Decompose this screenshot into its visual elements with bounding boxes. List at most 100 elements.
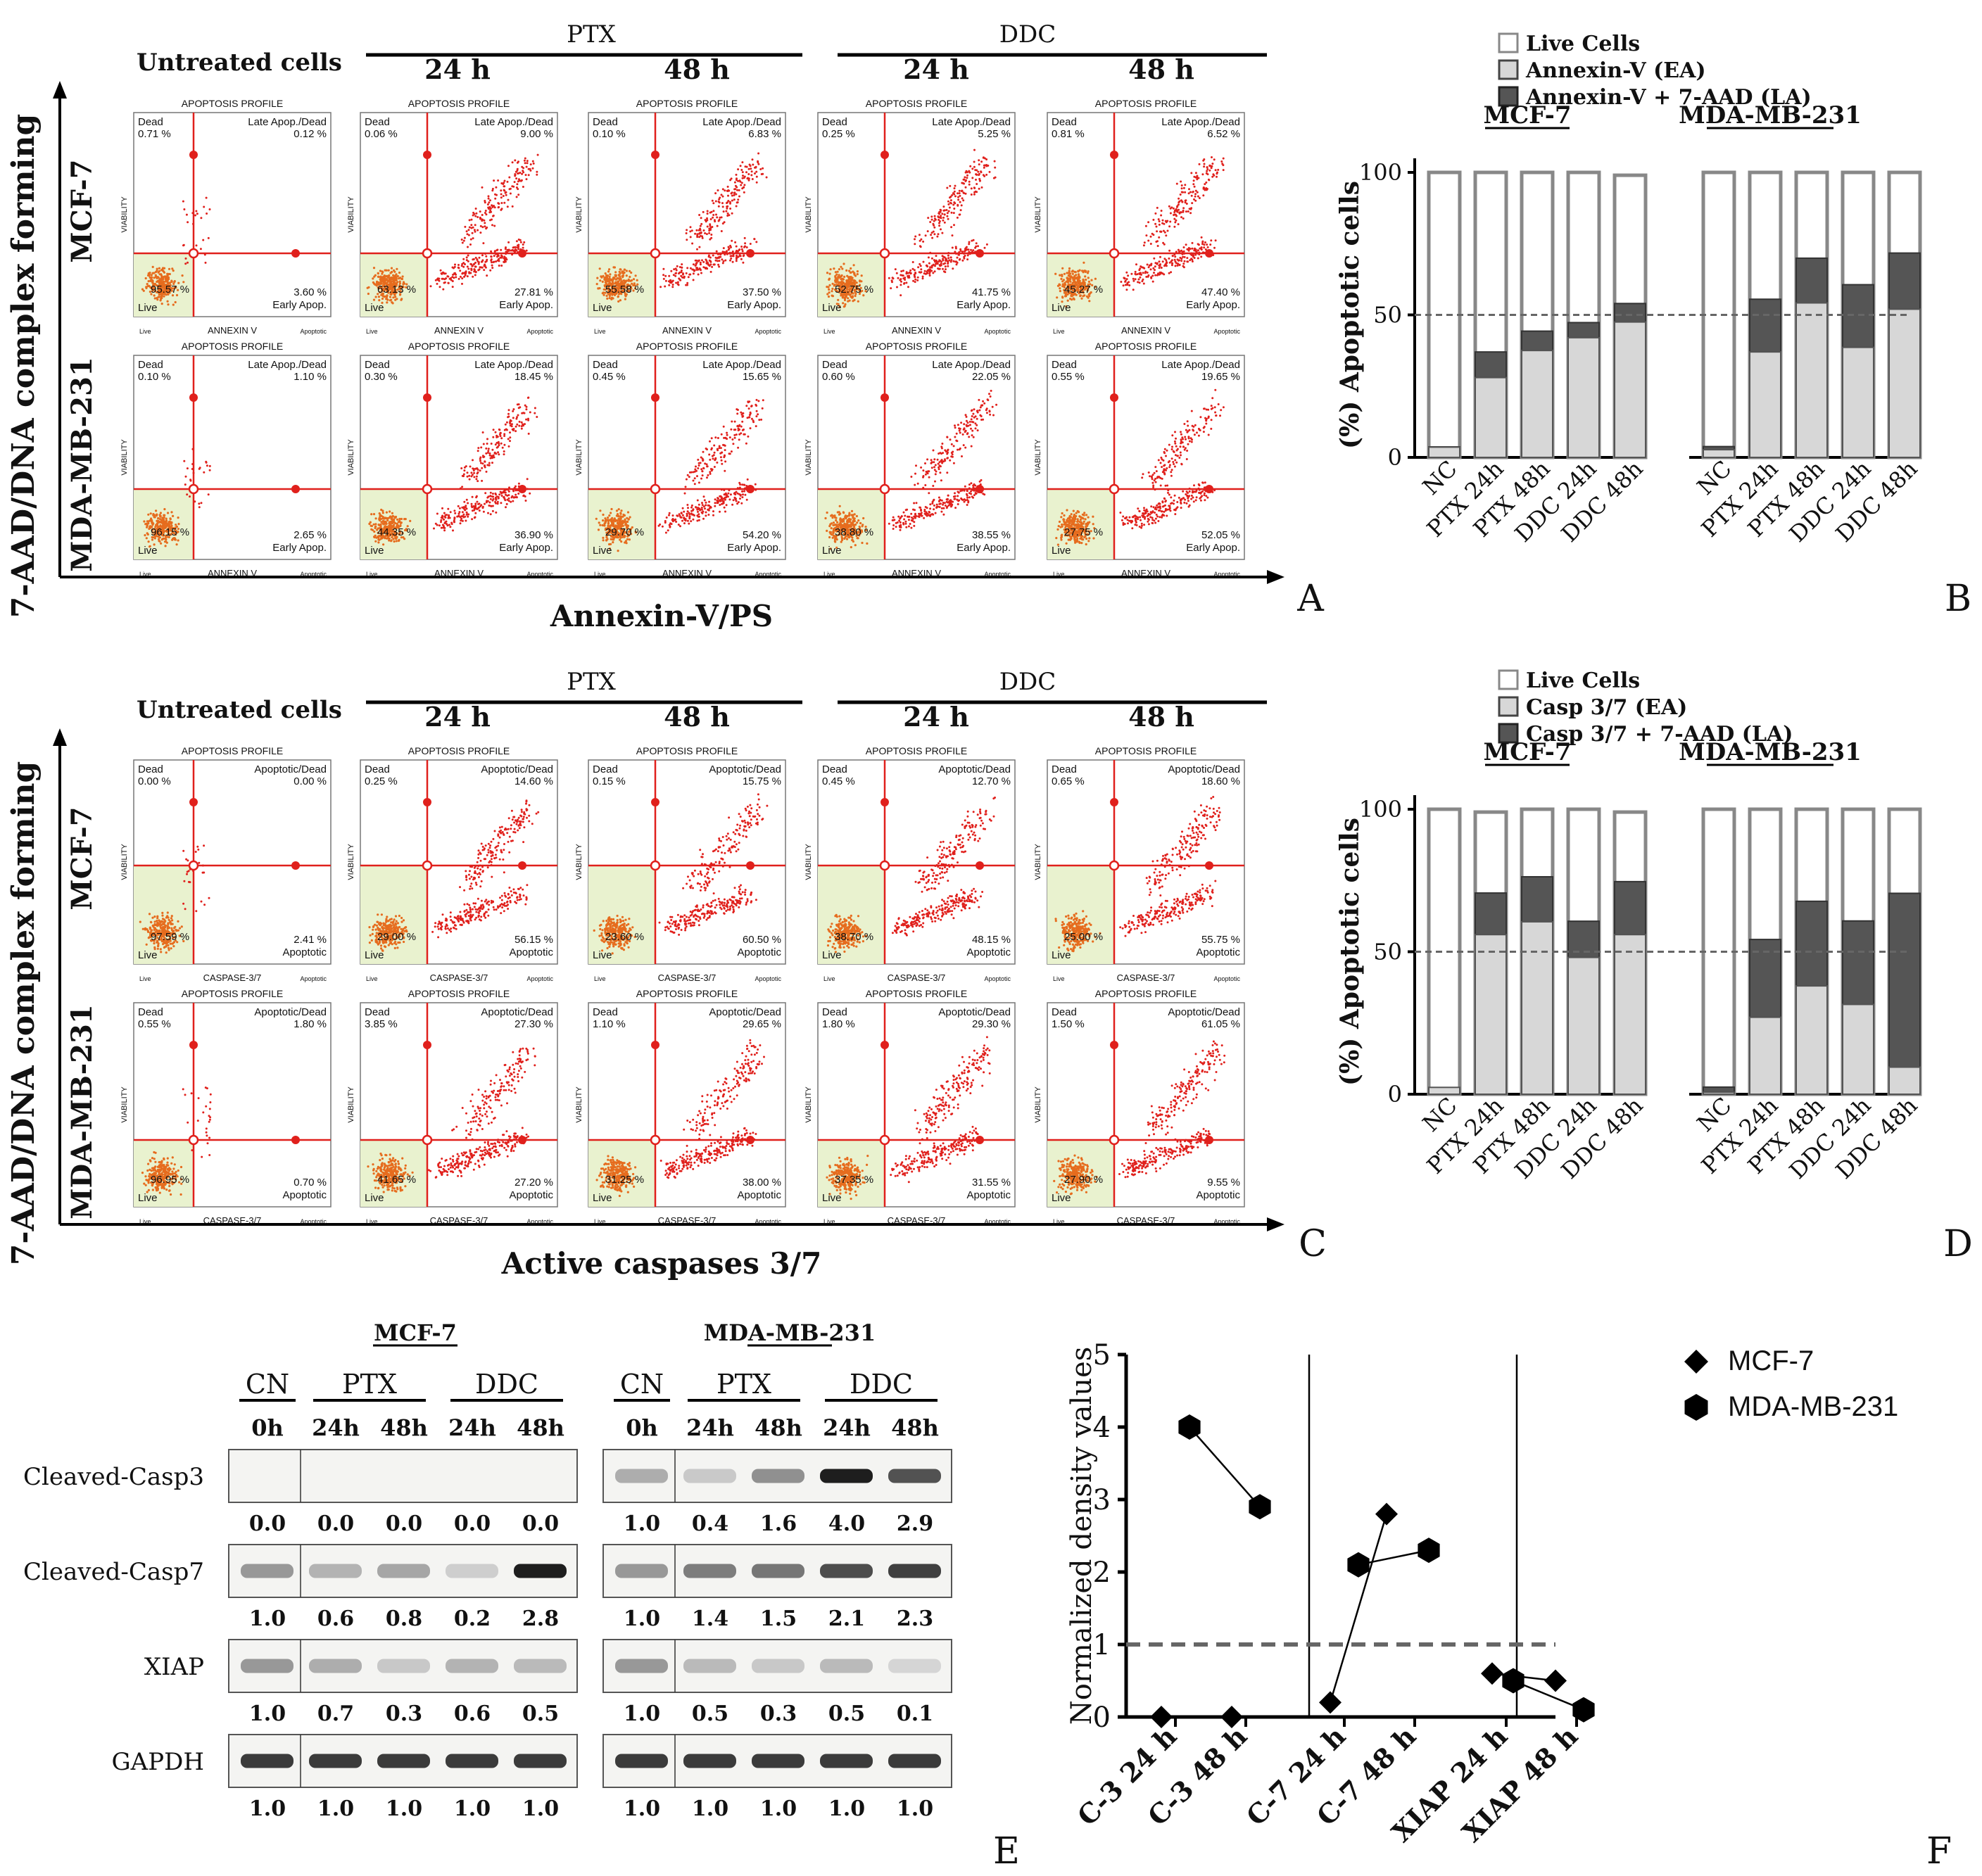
event-dot xyxy=(624,522,627,525)
event-dot xyxy=(629,516,631,519)
event-dot xyxy=(725,504,728,507)
event-dot xyxy=(755,398,758,401)
event-dot xyxy=(1189,212,1192,215)
event-dot xyxy=(466,265,469,268)
gate-handle-right[interactable] xyxy=(291,485,300,493)
event-dot xyxy=(149,277,152,279)
gate-handle-top[interactable] xyxy=(880,151,889,159)
event-dot xyxy=(954,507,957,509)
gate-handle-right[interactable] xyxy=(746,485,755,493)
gate-handle-top[interactable] xyxy=(1110,151,1118,159)
gate-handle-top[interactable] xyxy=(189,151,198,159)
event-dot xyxy=(698,214,701,216)
event-dot xyxy=(1068,270,1071,272)
viability-axis-label: VIABILITY xyxy=(120,196,129,233)
gate-handle[interactable] xyxy=(188,483,199,495)
gate-handle-top[interactable] xyxy=(423,151,431,159)
gate-handle-right[interactable] xyxy=(746,249,755,258)
event-dot xyxy=(473,471,476,474)
event-dot xyxy=(512,428,515,430)
gate-handle-top[interactable] xyxy=(651,151,659,159)
gate-handle-right[interactable] xyxy=(518,249,526,258)
event-dot xyxy=(484,222,486,224)
event-dot xyxy=(683,517,686,520)
gate-handle-right[interactable] xyxy=(291,249,300,258)
event-dot xyxy=(961,182,964,184)
event-dot xyxy=(480,446,483,449)
event-dot xyxy=(1214,239,1217,242)
event-dot xyxy=(369,521,372,524)
gate-handle[interactable] xyxy=(1109,248,1120,259)
quad-label-early: Early Apop. xyxy=(272,542,327,554)
event-dot xyxy=(496,495,498,498)
event-dot xyxy=(736,257,738,260)
event-dot xyxy=(733,429,736,431)
event-dot xyxy=(929,221,932,223)
event-dot xyxy=(504,248,507,251)
event-dot xyxy=(690,229,693,232)
event-dot xyxy=(595,517,598,520)
event-dot xyxy=(714,200,717,203)
event-dot xyxy=(676,283,679,286)
event-dot xyxy=(1146,271,1149,274)
event-dot xyxy=(471,518,474,521)
event-dot xyxy=(712,510,714,513)
gate-handle-right[interactable] xyxy=(976,249,984,258)
event-dot xyxy=(659,523,662,526)
event-dot xyxy=(664,285,667,288)
event-dot xyxy=(531,160,534,163)
event-dot xyxy=(395,273,398,276)
gate-handle-top[interactable] xyxy=(651,393,659,402)
event-dot xyxy=(467,260,469,262)
gate-handle[interactable] xyxy=(188,248,199,259)
gate-handle-right[interactable] xyxy=(518,485,526,493)
event-dot xyxy=(632,278,636,281)
event-dot xyxy=(391,301,393,304)
gate-handle[interactable] xyxy=(879,248,890,259)
event-dot xyxy=(169,284,172,286)
event-dot xyxy=(153,297,156,300)
event-dot xyxy=(900,270,903,272)
event-dot xyxy=(459,270,462,272)
gate-handle-top[interactable] xyxy=(423,393,431,402)
event-dot xyxy=(1170,259,1173,262)
gate-handle-top[interactable] xyxy=(189,393,198,402)
event-dot xyxy=(1173,225,1176,228)
event-dot xyxy=(483,269,486,272)
y-arrow-head xyxy=(53,81,67,99)
event-dot xyxy=(1198,163,1201,165)
event-dot xyxy=(731,239,733,242)
event-dot xyxy=(467,246,469,248)
event-dot xyxy=(914,278,917,281)
gate-handle[interactable] xyxy=(650,248,661,259)
event-dot xyxy=(479,266,481,269)
gate-handle-right[interactable] xyxy=(1205,249,1213,258)
event-dot xyxy=(389,523,391,526)
event-dot xyxy=(1203,163,1206,165)
event-dot xyxy=(1087,277,1090,279)
event-dot xyxy=(496,259,499,262)
gate-handle[interactable] xyxy=(422,483,433,495)
event-dot xyxy=(523,412,526,414)
event-dot xyxy=(460,515,463,518)
event-dot xyxy=(1140,265,1142,268)
event-dot xyxy=(497,179,500,182)
event-dot xyxy=(517,172,519,175)
event-dot xyxy=(723,497,726,500)
event-dot xyxy=(708,453,711,456)
event-dot xyxy=(482,242,485,245)
event-dot xyxy=(834,274,837,277)
event-dot xyxy=(146,533,149,536)
gate-handle[interactable] xyxy=(422,248,433,259)
event-dot xyxy=(994,166,997,169)
event-dot xyxy=(842,520,845,523)
gate-handle[interactable] xyxy=(650,483,661,495)
event-dot xyxy=(712,254,714,257)
event-dot xyxy=(620,509,623,512)
event-dot xyxy=(1156,262,1159,265)
event-dot xyxy=(512,408,515,411)
event-dot xyxy=(398,277,402,279)
event-dot xyxy=(158,287,161,290)
event-dot xyxy=(182,281,185,284)
